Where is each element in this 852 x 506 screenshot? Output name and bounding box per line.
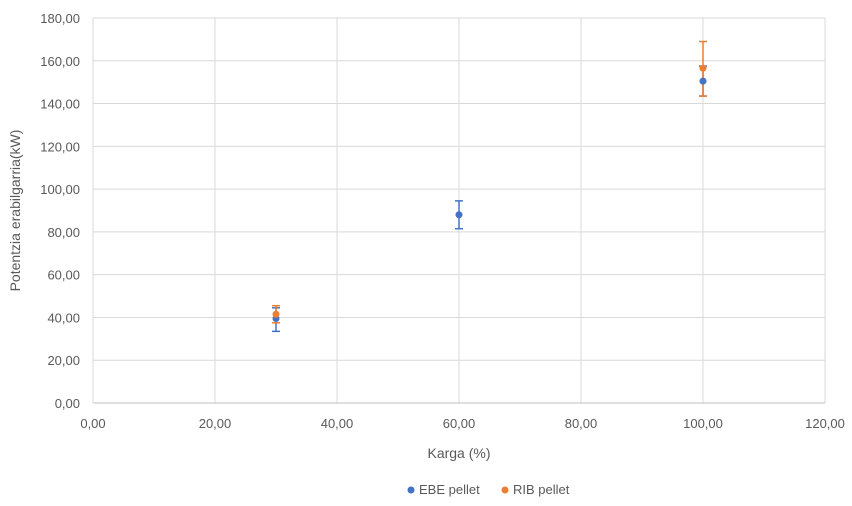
y-tick-label: 100,00 bbox=[40, 182, 80, 197]
x-tick-label: 60,00 bbox=[443, 416, 476, 431]
axis-lines bbox=[92, 18, 825, 404]
y-tick-label: 40,00 bbox=[47, 310, 80, 325]
y-tick-label: 80,00 bbox=[47, 225, 80, 240]
y-tick-label: 0,00 bbox=[55, 396, 80, 411]
legend-label: RIB pellet bbox=[513, 482, 570, 497]
x-tick-label: 40,00 bbox=[321, 416, 354, 431]
data-point bbox=[699, 77, 707, 85]
y-tick-labels: 0,00 20,00 40,00 60,00 80,00 100,00 120,00 140,… bbox=[40, 11, 80, 411]
x-axis-title: Karga (%) bbox=[427, 445, 490, 461]
x-tick-label: 100,00 bbox=[683, 416, 723, 431]
x-tick-label: 0,00 bbox=[80, 416, 105, 431]
data-point bbox=[455, 211, 463, 219]
y-tick-label: 160,00 bbox=[40, 54, 80, 69]
x-tick-label: 80,00 bbox=[565, 416, 598, 431]
y-axis-title: Potentzia erabilgarria(kW) bbox=[7, 130, 23, 292]
y-tick-label: 120,00 bbox=[40, 139, 80, 154]
y-tick-label: 60,00 bbox=[47, 268, 80, 283]
grid-lines bbox=[93, 17, 826, 403]
data-point bbox=[272, 310, 280, 318]
x-tick-labels: 0,00 20,00 40,00 60,00 80,00 100,00 120,00 bbox=[80, 416, 845, 431]
legend-marker bbox=[501, 486, 509, 494]
y-tick-label: 180,00 bbox=[40, 11, 80, 26]
legend: EBE pellet RIB pellet bbox=[407, 482, 570, 497]
y-tick-label: 20,00 bbox=[47, 353, 80, 368]
data-point bbox=[699, 64, 707, 72]
x-tick-label: 20,00 bbox=[199, 416, 232, 431]
data-points bbox=[272, 64, 707, 323]
legend-marker bbox=[407, 486, 415, 494]
y-tick-label: 140,00 bbox=[40, 97, 80, 112]
legend-label: EBE pellet bbox=[419, 482, 480, 497]
x-tick-label: 120,00 bbox=[805, 416, 845, 431]
